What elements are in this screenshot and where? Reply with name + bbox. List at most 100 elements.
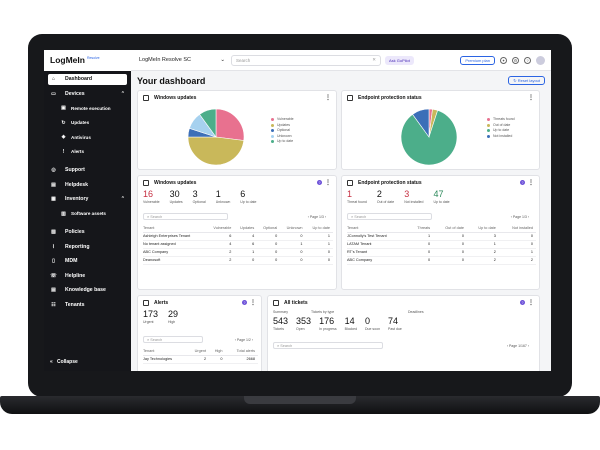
sidebar-item-antivirus[interactable]: ◈ Antivirus — [44, 132, 131, 143]
close-icon[interactable]: ✕ — [372, 57, 376, 62]
sidebar-item-support[interactable]: ◎ Support — [44, 165, 131, 176]
stat-item[interactable]: 74 Past due — [388, 316, 402, 331]
table-row[interactable]: Jay Technologies 2 0 2668 — [143, 355, 258, 364]
column-header[interactable]: Tenant — [143, 348, 188, 356]
column-header[interactable]: High — [209, 348, 226, 356]
column-header[interactable]: Out of date — [433, 225, 467, 233]
search-input[interactable]: ⌕ Search — [143, 213, 228, 220]
pager[interactable]: ‹ Page 1/2 › — [235, 338, 253, 342]
pager[interactable]: ‹ Page 1/3 › — [308, 215, 326, 219]
column-header[interactable]: Threats — [408, 225, 434, 233]
stat-item[interactable]: 1 Threat found — [347, 189, 367, 204]
table-row[interactable]: ABC Company 2 1 0 0 0 — [143, 248, 333, 257]
sidebar-item-mdm[interactable]: ▯ MDM — [44, 256, 131, 267]
stat-item[interactable]: 3 Optional — [193, 189, 206, 204]
help-icon[interactable]: ? — [524, 56, 531, 64]
more-menu-icon[interactable]: ⋮ — [250, 300, 256, 306]
table-row[interactable]: RT's Tenant 0 0 2 1 — [347, 248, 536, 257]
reset-layout-button[interactable]: ↻ Reset layout — [508, 76, 545, 85]
more-menu-icon[interactable]: ⋮ — [528, 95, 534, 101]
gift-icon[interactable]: ✦ — [500, 56, 507, 64]
chevron-right-icon[interactable]: › — [526, 344, 529, 348]
column-header[interactable]: Not installed — [498, 225, 536, 233]
stat-item[interactable]: 353 Open — [296, 316, 311, 331]
table-row[interactable]: LATAM Tenant 0 0 1 0 — [347, 240, 536, 249]
stat-item[interactable]: 176 In progress — [319, 316, 337, 331]
chevron-right-icon[interactable]: › — [526, 215, 529, 219]
info-icon[interactable]: ? — [520, 180, 525, 185]
stat-item[interactable]: 543 Tickets — [273, 316, 288, 331]
column-header[interactable]: Vulnerable — [206, 225, 235, 233]
sidebar-item-remote-execution[interactable]: ▣ Remote execution — [44, 103, 131, 114]
pie-slice-up-to-date[interactable] — [400, 109, 458, 166]
stat-item[interactable]: 30 Updates — [170, 189, 183, 204]
sidebar-item-helpline[interactable]: ☏ Helpline — [44, 271, 131, 282]
more-menu-icon[interactable]: ⋮ — [325, 95, 331, 101]
search-input[interactable]: ⌕ Search — [347, 213, 432, 220]
logo[interactable]: LogMeIn Resolve — [44, 50, 131, 71]
table-row[interactable]: JConnolly's Test Tenant 1 0 3 0 — [347, 232, 536, 241]
column-header[interactable]: Unknown — [280, 225, 306, 233]
stat-item[interactable]: 1 Unknown — [216, 189, 231, 204]
stat-item[interactable]: 47 Up to date — [433, 189, 449, 204]
org-selector[interactable]: LogMeIn Resolve SC ⌄ — [131, 57, 231, 63]
sidebar-item-dashboard[interactable]: ⌂ Dashboard — [48, 74, 127, 85]
pie-slice-vulnerable[interactable] — [215, 108, 245, 141]
table-row[interactable]: No tenant assigned 4 6 0 1 1 — [143, 240, 333, 249]
chevron-left-icon[interactable]: ‹ — [234, 338, 237, 342]
sidebar-item-inventory[interactable]: ▦ Inventory ⌃ — [44, 194, 131, 205]
column-header[interactable]: Up to date — [467, 225, 499, 233]
stat-item[interactable]: 3 Not installed — [404, 189, 423, 204]
sidebar-item-tenants[interactable]: ☷ Tenants — [44, 300, 131, 311]
sidebar-item-devices[interactable]: ▭ Devices ⌃ — [44, 89, 131, 100]
info-icon[interactable]: ? — [317, 180, 322, 185]
stat-item[interactable]: 29 High — [168, 309, 178, 324]
chevron-left-icon[interactable]: ‹ — [510, 215, 513, 219]
pie-slice-updates[interactable] — [187, 136, 245, 166]
info-icon[interactable]: ? — [520, 300, 525, 305]
pie-slice-up-to-date[interactable] — [199, 108, 217, 138]
more-menu-icon[interactable]: ⋮ — [325, 180, 331, 186]
search-input[interactable]: ⌕ Search — [143, 336, 203, 343]
pager[interactable]: ‹ Page 1/3 › — [511, 215, 529, 219]
column-header[interactable]: Up to date — [305, 225, 333, 233]
premium-plan-button[interactable]: Premium plan — [460, 55, 495, 65]
sidebar-item-updates[interactable]: ↻ Updates — [44, 118, 131, 129]
column-header[interactable]: Total alerts — [225, 348, 258, 356]
pager[interactable]: ‹ Page 1/167 › — [507, 344, 529, 348]
chevron-right-icon[interactable]: › — [323, 215, 326, 219]
collapse-button[interactable]: « Collapse — [50, 359, 78, 365]
sidebar-item-software-assets[interactable]: ▥ Software assets — [44, 209, 131, 220]
column-header[interactable]: Updates — [234, 225, 258, 233]
stat-item[interactable]: 173 Urgent — [143, 309, 158, 324]
column-header[interactable]: Optional — [257, 225, 281, 233]
stat-item[interactable]: 16 Vulnerable — [143, 189, 160, 204]
column-header[interactable]: Tenant — [347, 225, 409, 233]
more-menu-icon[interactable]: ⋮ — [528, 300, 534, 306]
chevron-right-icon[interactable]: › — [250, 338, 253, 342]
global-search-input[interactable]: Search ✕ — [231, 54, 381, 66]
chevron-left-icon[interactable]: ‹ — [307, 215, 310, 219]
table-row[interactable]: ABC Company 0 0 2 2 — [347, 256, 536, 265]
search-input[interactable]: ⌕ Search — [273, 342, 383, 349]
stat-item[interactable]: 2 Out of date — [377, 189, 394, 204]
column-header[interactable]: Urgent — [187, 348, 210, 356]
sidebar-item-knowledge-base[interactable]: ▤ Knowledge base — [44, 285, 131, 296]
sidebar-item-alerts[interactable]: ! Alerts — [44, 147, 131, 158]
chevron-left-icon[interactable]: ‹ — [506, 344, 509, 348]
stat-item[interactable]: 14 Blocked — [345, 316, 357, 331]
more-menu-icon[interactable]: ⋮ — [528, 180, 534, 186]
sidebar-item-helpdesk[interactable]: ▤ Helpdesk — [44, 180, 131, 191]
settings-icon[interactable]: ⚙ — [512, 56, 519, 64]
stat-item[interactable]: 0 Due soon — [365, 316, 380, 331]
info-icon[interactable]: ? — [242, 300, 247, 305]
column-header[interactable]: Tenant — [143, 225, 207, 233]
ask-gopilot-button[interactable]: Ask GoPilot — [385, 55, 414, 65]
avatar[interactable] — [536, 55, 545, 65]
table-row[interactable]: Ashleigh Enterprises Tenant 6 4 0 0 1 — [143, 232, 333, 241]
sidebar-item-reporting[interactable]: ⌇ Reporting — [44, 242, 131, 253]
pie-slice-not-installed[interactable] — [412, 108, 430, 138]
sidebar-item-policies[interactable]: ▧ Policies — [44, 227, 131, 238]
stat-item[interactable]: 6 Up to date — [240, 189, 256, 204]
table-row[interactable]: Deanosoft 2 0 0 0 0 — [143, 256, 333, 265]
